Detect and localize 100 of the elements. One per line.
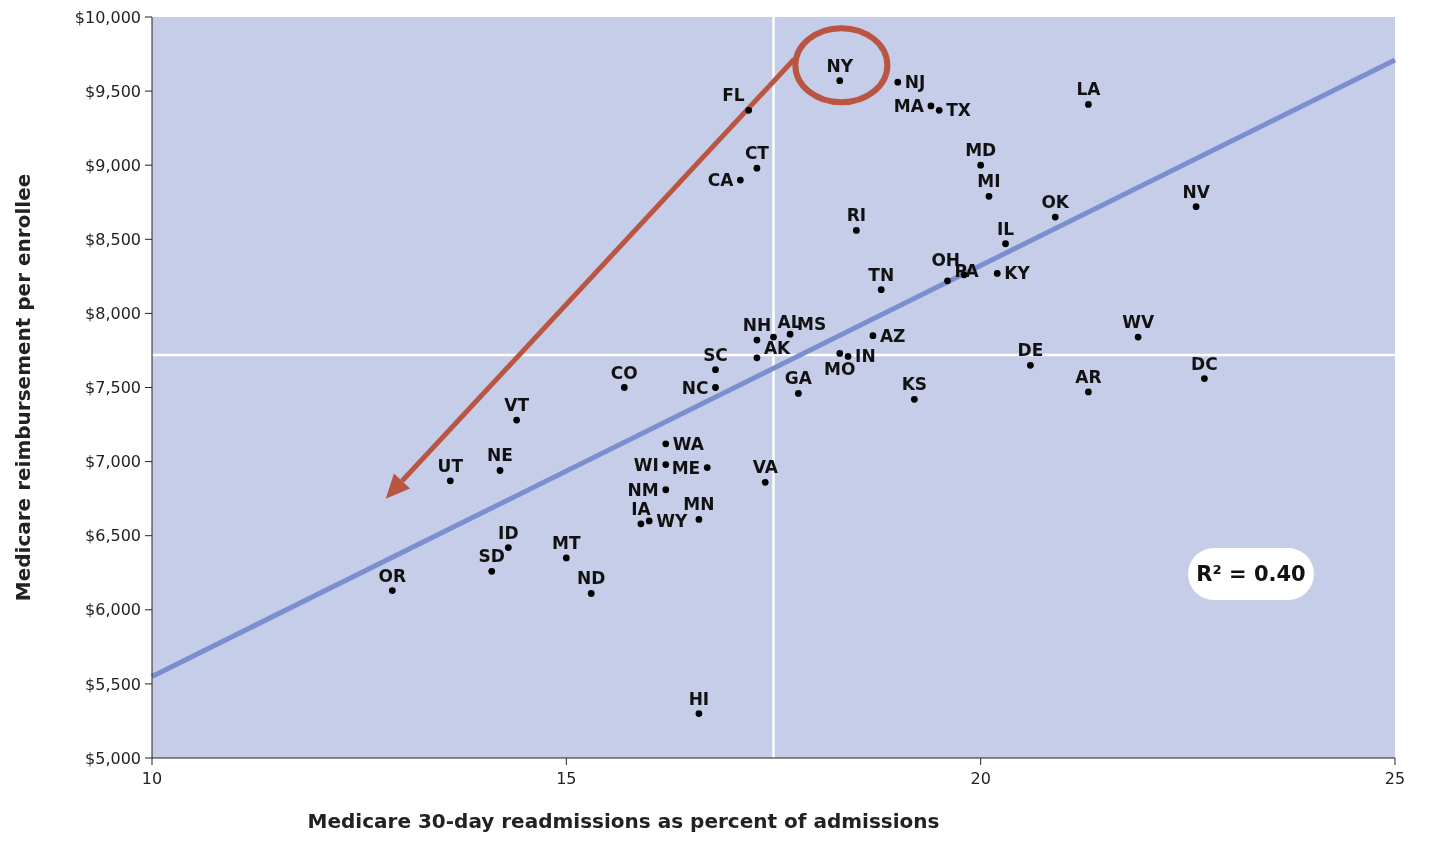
point (1201, 375, 1208, 382)
x-axis-title: Medicare 30-day readmissions as percent of admissions (307, 809, 940, 833)
y-tick-label: $7,000 (85, 452, 141, 472)
point (504, 544, 512, 551)
annotation: VT (504, 395, 530, 416)
x-tick-label: 20 (970, 769, 991, 788)
annotation: DC (1191, 353, 1218, 374)
annotation: ND (577, 568, 606, 589)
annotation: IL (996, 218, 1015, 239)
annotation: MD (965, 140, 997, 161)
x-tick-label: 10 (141, 769, 163, 788)
annotation: MO (824, 359, 856, 380)
point (637, 520, 645, 528)
point (753, 336, 761, 344)
point (1051, 213, 1059, 221)
point (662, 461, 670, 468)
point (869, 332, 877, 340)
point (1002, 240, 1009, 248)
annotation: MT (552, 532, 581, 553)
annotation: WI (633, 454, 659, 475)
y-tick-label: $6,000 (85, 600, 141, 620)
point (944, 277, 951, 285)
point (927, 102, 935, 110)
point (910, 395, 918, 403)
point (836, 77, 844, 85)
annotation: R² = 0.40 (1196, 562, 1306, 586)
annotation: CA (707, 170, 735, 191)
y-tick-label: $6,500 (85, 526, 141, 546)
point (446, 477, 454, 485)
annotation: ID (498, 522, 519, 543)
annotation: NY (826, 55, 854, 76)
annotation: LA (1076, 79, 1102, 100)
annotation: KY (1004, 263, 1031, 284)
annotation: KS (901, 374, 928, 395)
annotation: SD (478, 546, 505, 567)
point (770, 333, 777, 341)
annotation: SC (703, 344, 728, 365)
annotation: HI (688, 688, 710, 709)
point (695, 710, 703, 717)
point (712, 366, 719, 374)
annotation: IN (855, 346, 876, 367)
annotation: NM (627, 479, 659, 500)
y-tick-label: $9,000 (85, 155, 141, 175)
point (1085, 388, 1092, 396)
point (645, 517, 653, 525)
annotation: OR (378, 565, 407, 586)
y-tick-label: $8,000 (85, 304, 141, 323)
annotation: TN (868, 264, 895, 285)
annotation: VA (752, 457, 779, 478)
y-tick-label: $5,000 (85, 748, 141, 768)
point (662, 440, 670, 448)
annotation: NH (742, 315, 772, 336)
y-tick-label: $9,500 (85, 81, 141, 101)
annotation: NJ (904, 72, 926, 93)
annotation: WV (1122, 312, 1155, 333)
annotation: CT (744, 143, 770, 164)
y-tick-label: $5,500 (85, 674, 141, 694)
point (1134, 333, 1142, 341)
point (753, 354, 761, 362)
point (761, 478, 769, 486)
point (695, 516, 703, 523)
annotation: DE (1017, 340, 1044, 361)
y-tick-label: $8,500 (85, 229, 141, 249)
annotation: OK (1041, 192, 1070, 213)
point (736, 176, 744, 184)
point (894, 78, 902, 86)
annotation: AK (763, 337, 792, 358)
point (1085, 101, 1092, 108)
point (388, 587, 396, 594)
point (753, 164, 761, 172)
point (488, 567, 496, 575)
point (745, 106, 753, 114)
point (977, 161, 985, 169)
point (620, 384, 628, 391)
annotation: MA (893, 95, 925, 116)
annotation: NC (681, 377, 709, 398)
point (794, 390, 802, 397)
point (836, 350, 844, 357)
point (852, 227, 860, 234)
y-tick-label: $10,000 (74, 7, 141, 27)
x-tick-label: 25 (1384, 769, 1406, 788)
y-tick-label: $7,500 (85, 378, 141, 398)
point (662, 486, 670, 494)
point (1027, 361, 1034, 369)
point (703, 464, 711, 471)
point (513, 416, 520, 424)
annotation: AZ (879, 325, 906, 346)
annotation: CO (610, 362, 638, 383)
annotation: TX (946, 100, 971, 121)
annotation: GA (784, 368, 813, 389)
annotation: AR (1075, 366, 1102, 387)
point (786, 330, 794, 338)
y-axis-title: Medicare reimbursement per enrollee (11, 173, 35, 602)
point (496, 467, 504, 474)
annotation: ME (671, 457, 701, 478)
point (562, 554, 570, 562)
annotation: UT (437, 455, 464, 476)
point (935, 106, 943, 114)
point (1192, 203, 1200, 211)
annotation: WA (672, 433, 705, 454)
